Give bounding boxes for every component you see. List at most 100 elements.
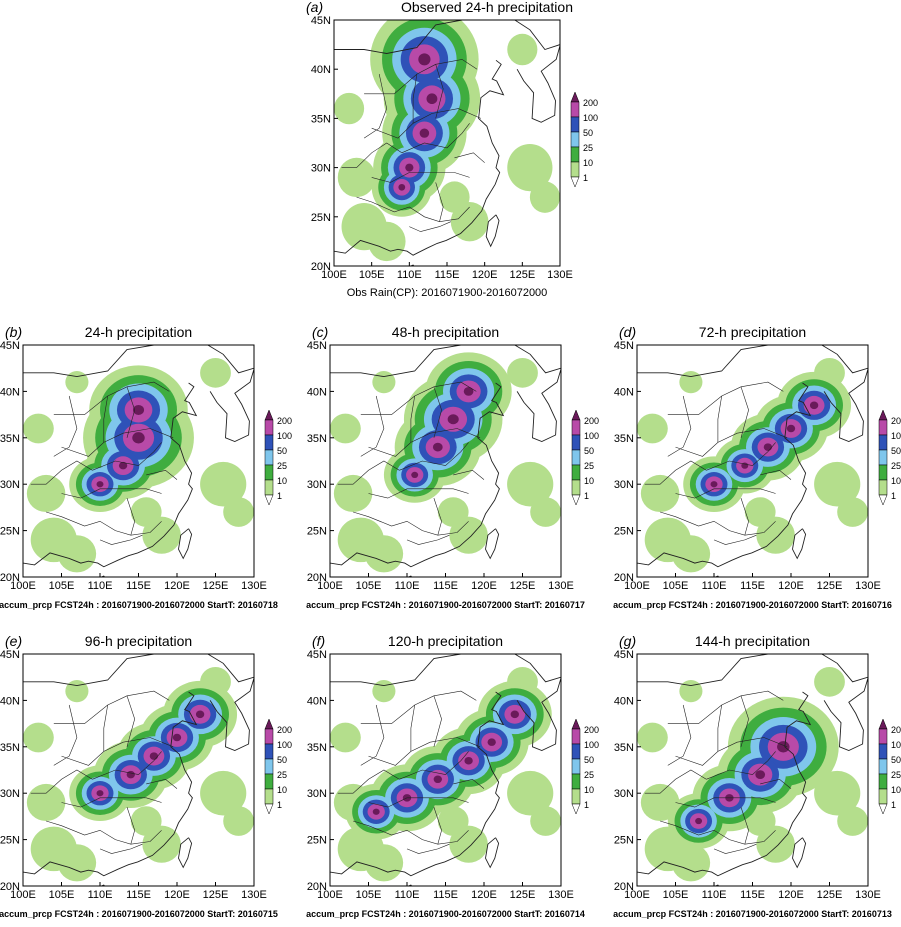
rain-patch [437,806,469,836]
colorbar-segment [571,419,581,436]
rain-contour [405,163,414,172]
province-border [717,704,722,752]
national-border [23,345,254,378]
rain-contour [464,756,473,765]
rain-contour [741,462,749,469]
title-text: 48-h precipitation [392,324,499,340]
rain-patch [450,202,489,242]
panel-5: 100E 105E 110E 115E 120E 125E 130E 20N 25N 30N 35N… [306,633,599,919]
panel-label: (a) [306,0,323,15]
province-border [675,488,776,499]
colorbar-bottom-arrow [571,803,581,815]
y-tick-label: 35N [614,433,634,445]
map-outlines [637,345,868,577]
rain-patch [671,844,711,882]
province-border [410,395,415,443]
rain-contour [710,481,718,488]
province-border [406,843,450,854]
rain-contour [510,710,519,719]
x-tick-label: 100E [317,580,343,592]
province-border [356,196,470,223]
x-tick-label: 115E [126,580,151,592]
province-border [660,820,776,845]
chart-title: 24-h precipitation [85,324,192,340]
colorbar-segment [878,434,888,451]
x-tick-label: 100E [321,269,347,281]
precip-field [637,357,868,573]
province-border [360,690,477,724]
chart-footer: accum_prcp FCST24h : 2016071900-20160720… [613,909,892,919]
rain-patch [330,413,361,444]
x-tick-label: 105E [663,580,689,592]
colorbar-segment [878,758,888,775]
province-border [92,442,162,471]
x-tick-label: 125E [510,889,536,901]
rain-patch [814,666,845,697]
rain-contour [777,741,790,753]
colorbar-label: 10 [277,785,287,795]
x-tick-label: 120E [164,580,190,592]
x-tick-label: 120E [778,889,804,901]
rain-patch [640,474,680,513]
y-tick-label: 40N [0,695,20,707]
colorbar-bottom-arrow [878,803,888,815]
province-border [675,797,776,808]
province-border [360,395,385,457]
chart-title: 48-h precipitation [392,324,499,340]
korea-outline [516,45,560,123]
y-tick-label: 25N [311,212,331,224]
y-tick-label: 30N [614,788,634,800]
x-tick-label: 100E [10,580,36,592]
province-border [61,737,174,766]
colorbar-segment [878,743,888,760]
province-border [401,123,470,154]
colorbar-label: 1 [584,491,589,501]
precip-field [330,352,561,573]
province-border [399,442,469,471]
colorbar: 200 100 50 25 10 1 [571,718,599,815]
province-border [99,843,143,854]
y-tick-label: 40N [614,695,634,707]
colorbar-segment [264,788,274,805]
province-border [30,769,93,794]
rain-patch [449,516,488,554]
province-border [126,695,136,747]
province-border [412,74,418,124]
colorbar-segment [570,161,580,178]
province-border [46,511,162,536]
rain-patch [507,357,538,388]
rain-patch [23,413,54,444]
province-border [433,498,442,536]
korea-outline [823,677,868,751]
coastline [330,691,505,877]
colorbar-top-arrow [878,718,888,730]
panel-2: 100E 105E 110E 115E 120E 125E 130E 20N 25N 30N 35N… [306,324,599,610]
colorbar-segment [264,479,274,496]
x-tick-label: 110E [702,580,727,592]
colorbar-segment [571,479,581,496]
panel-label: (b) [5,324,22,340]
colorbar-segment [570,101,580,118]
colorbar-label: 200 [584,725,599,735]
y-tick-label: 35N [307,433,327,445]
colorbar: 200 100 50 25 10 1 [264,409,292,506]
province-border [146,469,178,480]
colorbar-segment [571,464,581,481]
y-tick-label: 45N [614,649,634,661]
map-outlines [334,20,560,266]
colorbar-label: 25 [277,461,287,471]
y-tick-label: 30N [0,788,20,800]
colorbar-segment [571,728,581,745]
colorbar: 200 100 50 25 10 1 [878,718,901,815]
colorbar-segment [878,419,888,436]
rain-contour [809,401,819,410]
taiwan-outline [485,837,500,869]
x-tick-label: 120E [471,580,497,592]
rain-contour [433,775,442,784]
colorbar-label: 100 [277,431,292,441]
chart-title: 144-h precipitation [695,633,810,649]
province-border [92,751,162,780]
colorbar-label: 50 [277,446,287,456]
rain-patch [814,461,861,507]
